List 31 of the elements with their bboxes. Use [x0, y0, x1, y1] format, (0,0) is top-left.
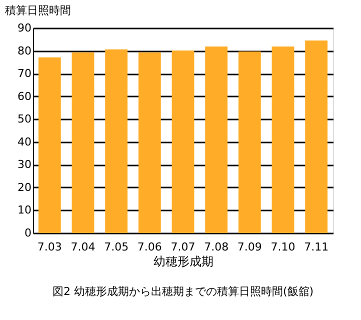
y-tick-label: 0: [24, 226, 32, 240]
bar: [172, 50, 194, 233]
x-tick-label: 7.04: [70, 240, 96, 254]
y-tick-label: 50: [18, 112, 32, 126]
x-tick-label: 7.03: [37, 240, 62, 254]
x-tick-label: 7.09: [237, 240, 262, 254]
y-tick-label: 70: [18, 67, 32, 80]
bar: [205, 46, 228, 233]
x-tick-label: 7.10: [270, 240, 296, 254]
y-tick-label: 80: [18, 44, 32, 58]
bar: [305, 40, 328, 233]
y-tick-label: 40: [18, 135, 32, 148]
bar: [38, 57, 61, 233]
y-tick-label: 60: [18, 90, 32, 103]
bar: [105, 49, 128, 233]
y-tick-label: 20: [18, 180, 32, 194]
bar: [272, 46, 294, 233]
x-tick-label: 7.07: [170, 240, 196, 254]
y-tick-label: 90: [18, 22, 32, 34]
bar: [72, 52, 94, 233]
y-axis-title: 積算日照時間: [5, 4, 71, 17]
bar: [238, 51, 261, 233]
caption: 図2 幼穂形成期から出穂期までの積算日照時間(飯舘): [52, 285, 314, 298]
x-tick-label: 7.06: [137, 240, 162, 254]
bar: [138, 52, 161, 233]
y-tick-label: 10: [18, 204, 32, 217]
x-tick-label: 7.11: [304, 240, 329, 254]
y-tick-label: 30: [18, 158, 32, 172]
x-tick-label: 7.05: [104, 240, 129, 254]
x-axis-title: 幼穂形成期: [154, 254, 214, 268]
x-tick-label: 7.08: [204, 240, 229, 254]
